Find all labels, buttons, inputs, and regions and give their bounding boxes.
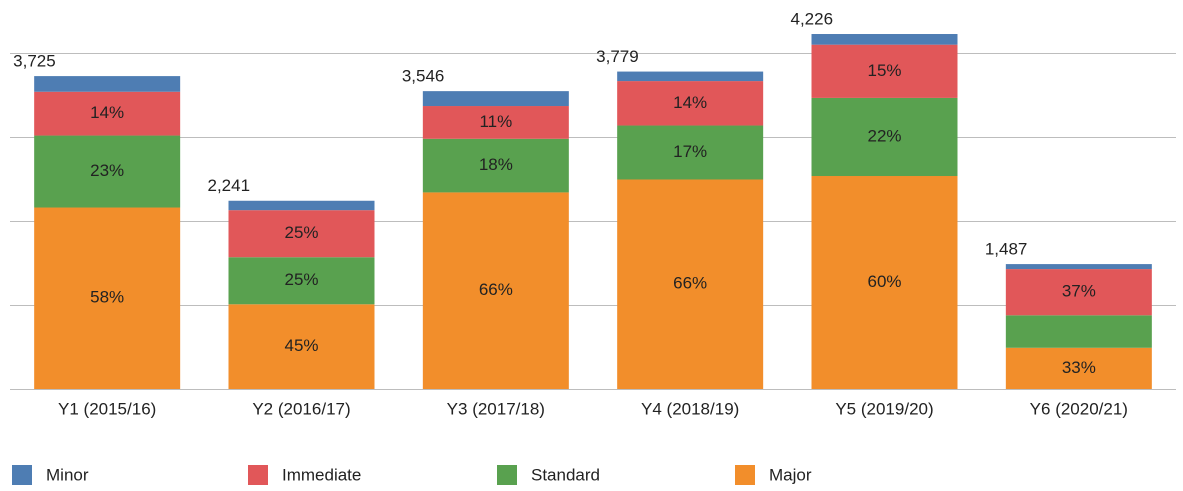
segment-label: 58% [90,288,124,307]
x-tick-label: Y2 (2016/17) [252,399,350,418]
total-label: 1,487 [985,240,1028,259]
legend-label: Major [769,465,812,484]
segment-label: 15% [867,61,901,80]
segment-label: 33% [1062,358,1096,377]
segment-label: 37% [1062,282,1096,301]
bar-segment [617,125,764,180]
bar-segment [617,179,764,389]
bar-segment [1005,269,1152,316]
x-tick-label: Y6 (2020/21) [1030,399,1128,418]
bar-segment [617,81,764,126]
bar-segment [811,97,958,177]
bar-segment [422,138,569,193]
bar-segment [34,76,181,92]
total-label: 2,241 [208,176,251,195]
x-tick-label: Y5 (2019/20) [835,399,933,418]
bar-segment [1005,264,1152,270]
legend-swatch [735,465,755,485]
segment-label: 14% [90,103,124,122]
legend-label: Standard [531,465,600,484]
bar-segment [617,71,764,82]
legend-swatch [248,465,268,485]
segment-label: 14% [673,93,707,112]
bar-segment [811,176,958,389]
segment-label: 66% [479,280,513,299]
bar-segment [422,91,569,107]
bar-segment [228,304,375,389]
bar-segment [34,207,181,389]
legend-label: Immediate [282,465,361,484]
total-label: 4,226 [791,10,834,29]
total-label: 3,779 [596,47,639,66]
total-label: 3,725 [13,52,56,71]
legend-label: Minor [46,465,89,484]
bar-segment [34,91,181,136]
x-tick-label: Y4 (2018/19) [641,399,739,418]
x-tick-label: Y1 (2015/16) [58,399,156,418]
segment-label: 60% [867,272,901,291]
bar-segment [422,106,569,139]
segment-label: 11% [479,112,512,131]
segment-label: 23% [90,161,124,180]
segment-label: 18% [479,155,513,174]
bar-segment [811,44,958,98]
segment-label: 25% [284,223,318,242]
bar-segment [228,257,375,305]
legend-swatch [12,465,32,485]
bar-segment [1005,315,1152,348]
bar-segment [34,135,181,208]
bar-segment [1005,347,1152,389]
segment-label: 22% [867,126,901,145]
segment-label: 17% [673,142,707,161]
segment-label: 45% [284,336,318,355]
x-tick-label: Y3 (2017/18) [447,399,545,418]
bar-segment [422,192,569,389]
bar-segment [228,210,375,258]
total-label: 3,546 [402,67,445,86]
bar-segment [228,200,375,211]
segment-label: 66% [673,274,707,293]
bar-segment [811,34,958,45]
segment-label: 25% [284,270,318,289]
legend-swatch [497,465,517,485]
